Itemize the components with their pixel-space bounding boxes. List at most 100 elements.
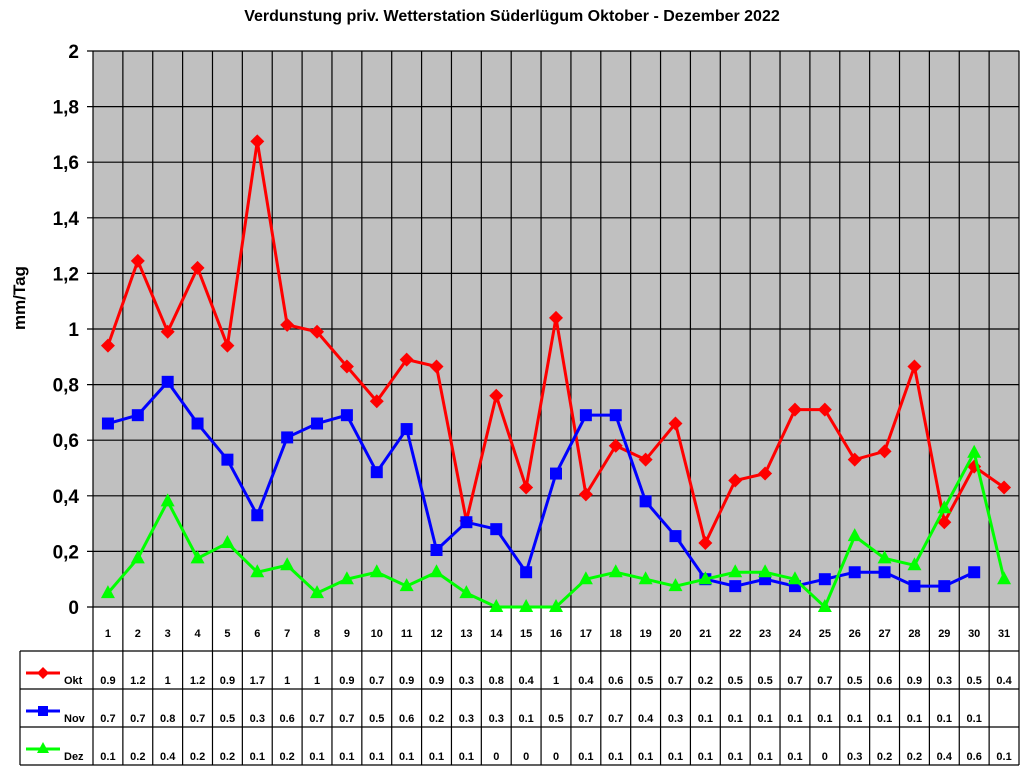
y-tick-label: 0,6	[53, 431, 79, 452]
y-tick-label: 1,6	[53, 153, 79, 174]
table-cell: 0.1	[787, 751, 802, 763]
x-tick-label: 1	[105, 628, 111, 640]
square-marker-icon	[131, 409, 144, 422]
table-cell: 0.9	[100, 675, 115, 687]
diamond-marker-icon	[698, 536, 713, 551]
table-cell: 0.1	[369, 751, 384, 763]
triangle-marker-icon	[429, 564, 444, 578]
x-tick-label: 22	[729, 628, 741, 640]
table-cell: 0.5	[757, 675, 772, 687]
diamond-marker-icon	[489, 388, 504, 403]
triangle-marker-icon	[817, 599, 832, 612]
triangle-marker-icon	[37, 742, 49, 753]
table-cell: 0.9	[429, 675, 444, 687]
series-dez	[100, 444, 1012, 612]
triangle-marker-icon	[997, 571, 1012, 585]
table-cell: 0.3	[489, 713, 504, 725]
diamond-marker-icon	[817, 402, 832, 417]
table-cell: 0.1	[668, 751, 683, 763]
table-cell: 0	[493, 751, 499, 763]
square-marker-icon	[550, 467, 562, 480]
table-cell: 0	[822, 751, 828, 763]
x-tick-label: 20	[669, 628, 681, 640]
table-cell: 1	[314, 675, 320, 687]
square-marker-icon	[848, 566, 861, 579]
x-tick-label: 27	[878, 628, 890, 640]
square-marker-icon	[938, 580, 951, 593]
table-cell: 0.5	[638, 675, 653, 687]
table-cell: 0.9	[399, 675, 414, 687]
table-cell: 0.2	[130, 751, 145, 763]
legend-entry-nov: Nov	[26, 706, 86, 725]
diamond-marker-icon	[190, 260, 205, 275]
table-cell: 0.1	[937, 713, 952, 725]
table-cell: 0.7	[787, 675, 802, 687]
table-cell: 0.1	[309, 751, 324, 763]
diamond-marker-icon	[250, 134, 265, 149]
diamond-marker-icon	[877, 444, 892, 459]
x-tick-label: 15	[520, 628, 532, 640]
table-cell: 1	[553, 675, 559, 687]
diamond-marker-icon	[668, 416, 683, 431]
y-tick-label: 1,4	[53, 209, 80, 230]
triangle-marker-icon	[847, 528, 862, 542]
diamond-marker-icon	[728, 473, 743, 488]
x-tick-label: 19	[639, 628, 651, 640]
table-cell: 0.9	[907, 675, 922, 687]
table-cell: 0.5	[847, 675, 862, 687]
table-cell: 0.1	[399, 751, 414, 763]
square-marker-icon	[729, 580, 742, 593]
square-marker-icon	[38, 706, 48, 716]
square-marker-icon	[818, 573, 831, 586]
table-cell: 1.2	[130, 675, 145, 687]
table-cell: 0.5	[967, 675, 982, 687]
table-cell: 0.2	[220, 751, 235, 763]
diamond-marker-icon	[519, 480, 534, 495]
x-tick-label: 3	[165, 628, 171, 640]
table-cell: 0.1	[757, 713, 772, 725]
table-cell: 0.3	[937, 675, 952, 687]
square-marker-icon	[311, 417, 324, 430]
table-cell: 0.7	[817, 675, 832, 687]
square-marker-icon	[639, 495, 652, 508]
diamond-marker-icon	[638, 452, 653, 467]
table-cell: 1.2	[190, 675, 205, 687]
table-cell: 0.1	[608, 751, 623, 763]
triangle-marker-icon	[907, 557, 922, 571]
table-cell: 0	[523, 751, 529, 763]
y-tick-label: 0,2	[53, 542, 79, 563]
table-cell: 0.2	[698, 675, 713, 687]
diamond-marker-icon	[847, 452, 862, 467]
diamond-marker-icon	[429, 359, 444, 374]
x-tick-label: 28	[908, 628, 920, 640]
table-cell: 0.9	[339, 675, 354, 687]
square-marker-icon	[609, 409, 622, 422]
triangle-marker-icon	[489, 599, 504, 612]
diamond-marker-icon	[100, 338, 115, 353]
data-table: 1 2 3 4 5 6 7 8 9 10 11 12 13 14 15 16 17 18 19 20 21 22 23 24 2…	[19, 628, 1019, 766]
legend-entry-okt: Okt	[26, 667, 83, 687]
triangle-marker-icon	[967, 444, 982, 458]
table-cell: 0.6	[280, 713, 295, 725]
data-series	[100, 134, 1012, 612]
x-tick-label: 29	[938, 628, 950, 640]
triangle-marker-icon	[578, 571, 593, 585]
table-cell: 0.1	[638, 751, 653, 763]
table-cell: 0.6	[967, 751, 982, 763]
diamond-marker-icon	[339, 359, 354, 374]
table-cell: 0.3	[459, 713, 474, 725]
table-cell: 0.1	[817, 713, 832, 725]
triangle-marker-icon	[399, 578, 414, 592]
legend-label: Nov	[64, 713, 86, 725]
y-tick-label: 0,4	[53, 487, 80, 508]
table-cell: 0.7	[309, 713, 324, 725]
diamond-marker-icon	[280, 317, 295, 332]
x-tick-label: 9	[344, 628, 350, 640]
table-cell: 0.7	[100, 713, 115, 725]
square-marker-icon	[251, 509, 264, 522]
table-cell: 1.7	[250, 675, 265, 687]
table-cell: 0.3	[250, 713, 265, 725]
x-tick-label: 2	[135, 628, 141, 640]
table-cell: 0.7	[608, 713, 623, 725]
